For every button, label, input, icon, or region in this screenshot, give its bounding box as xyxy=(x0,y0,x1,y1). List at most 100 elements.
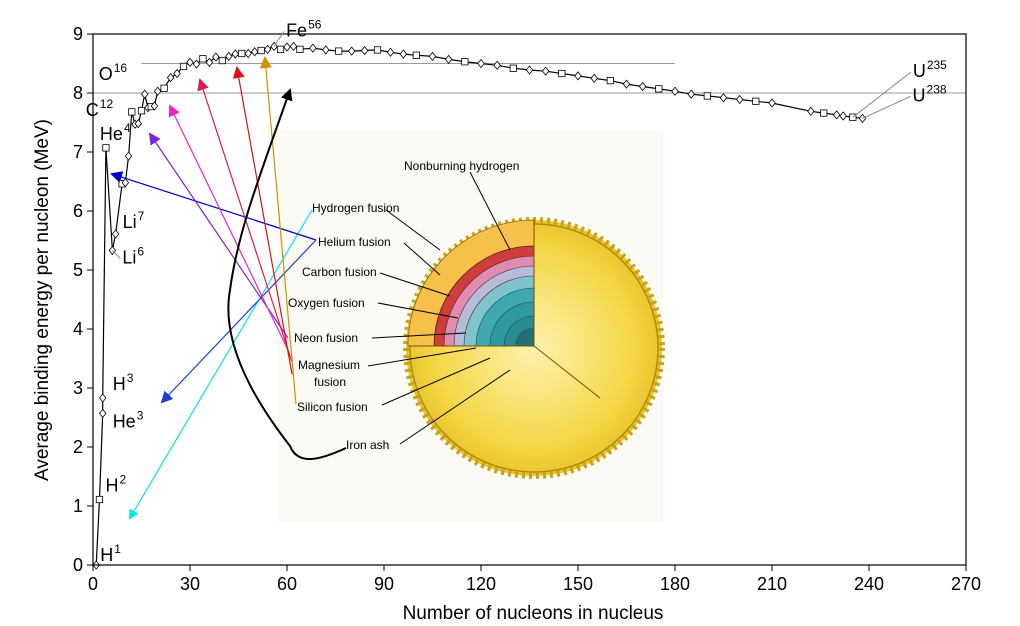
y-tick-label: 1 xyxy=(73,496,83,516)
data-point xyxy=(360,45,369,56)
inset-leader-lines xyxy=(367,171,511,445)
data-point xyxy=(179,62,188,71)
x-tick-label: 270 xyxy=(951,574,981,594)
data-point xyxy=(134,119,142,129)
data-point xyxy=(412,51,420,59)
nuclide-label-h2: H2 xyxy=(105,473,126,496)
data-point xyxy=(153,86,162,96)
nuclide-mass-number: 6 xyxy=(137,245,144,259)
data-point xyxy=(493,60,501,70)
data-point xyxy=(687,89,695,99)
nuclide-mass-number: 235 xyxy=(927,58,947,72)
data-point xyxy=(373,46,382,54)
y-tick-label: 3 xyxy=(73,378,83,398)
data-point xyxy=(386,47,395,57)
arrow-magnesium xyxy=(232,66,293,375)
y-tick-label: 8 xyxy=(73,83,83,103)
nuclide-leader-line xyxy=(862,95,911,119)
nuclide-mass-number: 12 xyxy=(100,97,114,111)
x-tick-label: 30 xyxy=(180,574,200,594)
data-point xyxy=(111,229,120,239)
label-magnesium-fusion: fusion xyxy=(314,375,346,389)
data-point xyxy=(150,101,159,111)
nuclide-leader-line xyxy=(852,71,912,118)
y-axis-label: Average binding energy per nucleon (MeV) xyxy=(32,119,53,481)
label-magnesium: Magnesium xyxy=(298,358,360,372)
arrow-helium-to-he3 xyxy=(160,239,317,404)
label-hydrogen-fusion: Hydrogen fusion xyxy=(312,201,399,215)
y-tick-label: 2 xyxy=(73,437,83,457)
data-point xyxy=(166,73,175,83)
data-point xyxy=(128,108,136,116)
nuclide-mass-number: 1 xyxy=(114,542,121,556)
data-point xyxy=(192,59,201,69)
data-point xyxy=(141,89,149,99)
data-point xyxy=(606,77,614,85)
data-point xyxy=(225,51,233,62)
nuclide-label-h1: H1 xyxy=(100,542,121,565)
data-point xyxy=(335,47,343,55)
data-point xyxy=(322,45,330,55)
nuclide-label-o16: O16 xyxy=(99,61,128,84)
x-tick-label: 150 xyxy=(563,574,593,594)
data-point xyxy=(399,49,408,59)
data-point xyxy=(752,97,760,105)
nuclide-leader-line xyxy=(112,250,121,259)
data-point xyxy=(671,86,679,96)
data-point xyxy=(807,106,815,116)
x-tick-label: 120 xyxy=(466,574,496,594)
nuclide-mass-number: 238 xyxy=(927,82,947,96)
x-tick-label: 60 xyxy=(277,574,297,594)
data-point xyxy=(98,393,107,403)
data-point xyxy=(289,41,298,52)
data-point xyxy=(461,58,469,66)
data-point xyxy=(347,46,356,56)
label-nonburning-hydrogen: Nonburning hydrogen xyxy=(404,159,519,173)
data-point xyxy=(231,49,239,59)
nuclide-label-he4: He4 xyxy=(100,121,131,144)
data-point xyxy=(622,79,631,89)
data-point xyxy=(832,110,841,120)
data-point xyxy=(839,111,847,121)
data-point xyxy=(719,93,728,103)
data-point xyxy=(250,47,259,57)
label-carbon-fusion: Carbon fusion xyxy=(302,265,377,279)
nuclide-mass-number: 3 xyxy=(137,408,144,422)
data-point xyxy=(590,73,598,83)
fusion-arrows xyxy=(110,56,347,520)
x-tick-label: 90 xyxy=(374,574,394,594)
y-tick-label: 7 xyxy=(73,142,83,162)
x-tick-label: 180 xyxy=(660,574,690,594)
data-point xyxy=(137,107,146,115)
arrow-carbon xyxy=(148,132,289,339)
data-point xyxy=(558,69,566,78)
arrow-oxygen xyxy=(168,104,289,351)
data-point xyxy=(205,57,214,67)
nuclide-mass-number: 16 xyxy=(114,61,128,75)
data-point xyxy=(95,495,104,504)
x-axis-label: Number of nucleons in nucleus xyxy=(403,603,664,624)
y-tick-label: 9 xyxy=(73,24,83,44)
data-point xyxy=(509,64,517,72)
data-point xyxy=(768,98,776,108)
y-tick-label: 6 xyxy=(73,201,83,221)
data-point xyxy=(428,51,437,62)
arrow-iron-ash xyxy=(227,88,347,461)
nuclide-mass-number: 4 xyxy=(124,121,131,135)
data-point xyxy=(124,151,133,161)
x-tick-label: 210 xyxy=(757,574,787,594)
arrow-helium-to-he4 xyxy=(110,171,317,241)
y-tick-label: 5 xyxy=(73,260,83,280)
label-helium-fusion: Helium fusion xyxy=(318,235,391,249)
data-point xyxy=(444,54,453,65)
data-point xyxy=(655,85,663,93)
nuclide-label-h3: H3 xyxy=(113,371,134,394)
data-point xyxy=(199,55,207,63)
y-tick-label: 0 xyxy=(73,555,83,575)
data-point xyxy=(244,48,252,59)
data-point xyxy=(160,84,168,92)
x-tick-label: 0 xyxy=(88,574,98,594)
data-point xyxy=(276,45,285,53)
label-iron-ash: Iron ash xyxy=(346,438,389,452)
